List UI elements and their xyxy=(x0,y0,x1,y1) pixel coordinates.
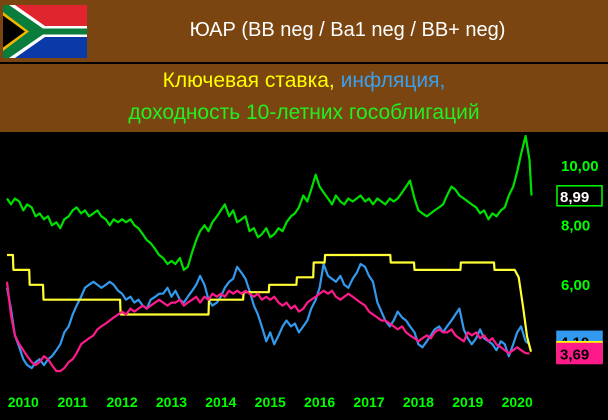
y-tick-label: 8,00 xyxy=(561,217,590,234)
x-tick-label: 2013 xyxy=(156,394,187,410)
chart-subtitle: Ключевая ставка, инфляция, доходность 10… xyxy=(0,62,608,134)
subtitle-line-2: доходность 10-летних гособлигаций xyxy=(0,100,608,126)
last-value-label: 3,69 xyxy=(560,347,589,364)
last-value-badge xyxy=(556,342,603,365)
last-value-label: 8,99 xyxy=(560,189,589,206)
series-line-4 xyxy=(5,281,530,373)
x-tick-label: 2010 xyxy=(8,394,39,410)
y-tick-label: 6,00 xyxy=(561,277,590,294)
x-tick-label: 2016 xyxy=(304,394,335,410)
y-tick-label: 10,00 xyxy=(561,158,599,175)
x-tick-label: 2014 xyxy=(205,394,236,410)
series-line-1 xyxy=(6,134,533,271)
last-value-badge xyxy=(556,185,603,207)
x-tick-label: 2012 xyxy=(106,394,137,410)
series-line-3 xyxy=(7,253,533,352)
x-tick-label: 2015 xyxy=(255,394,286,410)
chart-area: 2010 2011 2012 2013 2014 2015 2016 2017 2018 2019… xyxy=(0,132,608,415)
x-tick-label: 2019 xyxy=(452,394,483,410)
subtitle-yield-label: доходность 10-летних гособлигаций xyxy=(128,101,480,124)
line-chart: 2010 2011 2012 2013 2014 2015 2016 2017 2018 2019… xyxy=(5,134,603,410)
south-africa-flag-icon xyxy=(3,5,87,58)
subtitle-line-1: Ключевая ставка, инфляция, xyxy=(0,68,608,94)
subtitle-rate-label: Ключевая ставка, xyxy=(162,69,335,92)
page-title: ЮАР (BB neg / Ba1 neg / BB+ neg) xyxy=(189,19,506,41)
x-tick-label: 2011 xyxy=(57,394,88,410)
x-tick-label: 2018 xyxy=(403,394,434,410)
series-line-2 xyxy=(5,262,531,370)
subtitle-inflation-label: инфляция, xyxy=(340,69,446,92)
x-tick-label: 2017 xyxy=(353,394,384,410)
header-bar: ЮАР (BB neg / Ba1 neg / BB+ neg) xyxy=(0,0,608,62)
x-tick-label: 2020 xyxy=(502,394,533,410)
